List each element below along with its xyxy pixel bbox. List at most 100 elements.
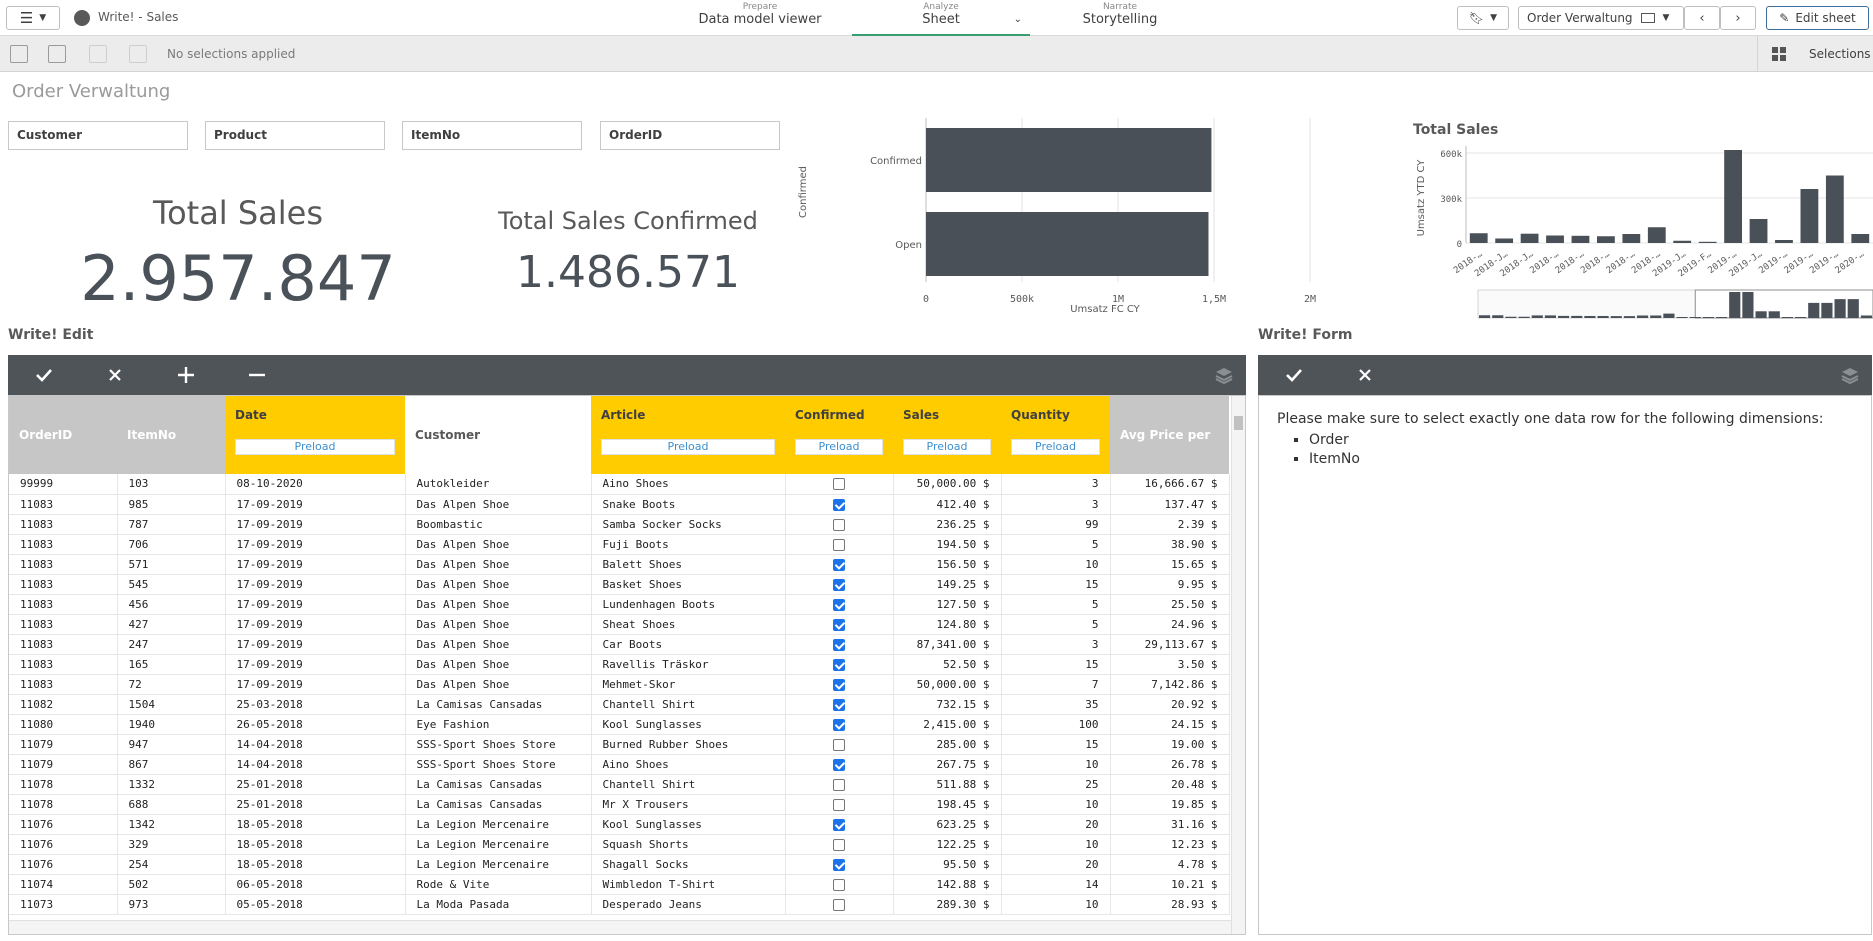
cell-customer[interactable]: La Legion Mercenaire [405,854,592,875]
cell-confirmed[interactable] [785,574,894,595]
cell-itemno[interactable]: 787 [117,514,226,535]
selections-tool-icon[interactable] [48,45,66,63]
cell-orderid[interactable]: 11073 [9,894,118,915]
cell-customer[interactable]: SSS-Sport Shoes Store [405,734,592,755]
cell-itemno[interactable]: 973 [117,894,226,915]
write-edit-table[interactable]: OrderID ItemNo Date Preload Customer Arti… [8,395,1246,935]
cell-quantity[interactable]: 7 [1001,674,1111,695]
cell-itemno[interactable]: 329 [117,834,226,855]
cell-date[interactable]: 17-09-2019 [225,534,406,555]
cell-avg[interactable]: 9.95 $ [1110,574,1230,595]
cell-confirmed[interactable] [785,894,894,915]
cell-article[interactable]: Mehmet-Skor [591,674,786,695]
cell-article[interactable]: Lundenhagen Boots [591,594,786,615]
cell-article[interactable]: Car Boots [591,634,786,655]
cell-customer[interactable]: La Legion Mercenaire [405,814,592,835]
checkbox-checked[interactable] [833,758,845,771]
table-row[interactable]: 11074 502 06-05-2018 Rode & Vite Wimbledon T… [9,874,1230,895]
column-header-quantity[interactable]: Quantity Preload [1001,396,1110,474]
checkbox-unchecked[interactable] [833,838,845,851]
cell-sales[interactable]: 732.15 $ [893,694,1002,715]
next-sheet-button[interactable]: › [1720,6,1756,30]
cell-article[interactable]: Burned Rubber Shoes [591,734,786,755]
checkbox-checked[interactable] [833,598,845,611]
cell-date[interactable]: 25-03-2018 [225,694,406,715]
cell-orderid[interactable]: 11083 [9,654,118,675]
cell-avg[interactable]: 15.65 $ [1110,554,1230,575]
cell-date[interactable]: 18-05-2018 [225,814,406,835]
checkbox-checked[interactable] [833,638,845,651]
cell-article[interactable]: Snake Boots [591,494,786,515]
cell-article[interactable]: Sheat Shoes [591,614,786,635]
table-row[interactable]: 11083 427 17-09-2019 Das Alpen Shoe Sheat Sh… [9,614,1230,635]
column-bar[interactable] [1469,233,1488,243]
cell-avg[interactable]: 26.78 $ [1110,754,1230,775]
confirmed-bar-chart[interactable]: 0 500k 1M 1,5M 2M Confirmed Open Confirmed Ums… [790,114,1335,320]
global-menu-button[interactable]: ☰ ▼ [6,6,60,30]
column-bar[interactable] [1724,150,1742,243]
table-row[interactable]: 99999 103 08-10-2020 Autokleider Aino Shoes 5… [9,474,1230,495]
cell-article[interactable]: Squash Shorts [591,834,786,855]
cell-confirmed[interactable] [785,474,894,495]
cell-itemno[interactable]: 1342 [117,814,226,835]
cell-confirmed[interactable] [785,534,894,555]
table-row[interactable]: 11083 787 17-09-2019 Boombastic Samba Socker… [9,514,1230,535]
checkbox-unchecked[interactable] [833,878,845,891]
smart-search-icon[interactable] [10,45,28,63]
cell-avg[interactable]: 20.92 $ [1110,694,1230,715]
cell-quantity[interactable]: 3 [1001,494,1111,515]
cell-avg[interactable]: 29,113.67 $ [1110,634,1230,655]
cell-customer[interactable]: Das Alpen Shoe [405,634,592,655]
preload-button-date[interactable]: Preload [235,439,395,455]
cell-confirmed[interactable] [785,694,894,715]
cell-customer[interactable]: La Legion Mercenaire [405,834,592,855]
table-row[interactable]: 11078 688 25-01-2018 La Camisas Cansadas Mr … [9,794,1230,815]
horizontal-scrollbar[interactable] [9,920,1231,934]
filter-product[interactable]: Product [205,121,385,150]
cell-orderid[interactable]: 11079 [9,734,118,755]
cell-article[interactable]: Ravellis Träskor [591,654,786,675]
cell-customer[interactable]: Das Alpen Shoe [405,574,592,595]
cell-date[interactable]: 17-09-2019 [225,594,406,615]
cell-confirmed[interactable] [785,794,894,815]
cell-date[interactable]: 17-09-2019 [225,574,406,595]
checkbox-checked[interactable] [833,818,845,831]
checkbox-checked[interactable] [833,558,845,571]
cell-sales[interactable]: 124.80 $ [893,614,1002,635]
column-bar[interactable] [1546,235,1564,244]
cell-confirmed[interactable] [785,614,894,635]
cell-itemno[interactable]: 867 [117,754,226,775]
scrollbar-thumb[interactable] [1234,416,1243,430]
cell-sales[interactable]: 198.45 $ [893,794,1002,815]
column-bar[interactable] [1775,240,1793,243]
column-bar[interactable] [1749,219,1768,243]
cell-avg[interactable]: 137.47 $ [1110,494,1230,515]
cell-itemno[interactable]: 1940 [117,714,226,735]
cell-article[interactable]: Wimbledon T-Shirt [591,874,786,895]
cell-orderid[interactable]: 11083 [9,574,118,595]
cell-date[interactable]: 14-04-2018 [225,734,406,755]
cell-avg[interactable]: 38.90 $ [1110,534,1230,555]
cell-date[interactable]: 17-09-2019 [225,514,406,535]
cell-date[interactable]: 18-05-2018 [225,854,406,875]
range-selection[interactable] [1694,289,1873,319]
cell-confirmed[interactable] [785,714,894,735]
cell-orderid[interactable]: 11083 [9,674,118,695]
cell-quantity[interactable]: 5 [1001,534,1111,555]
cell-avg[interactable]: 19.00 $ [1110,734,1230,755]
cell-itemno[interactable]: 571 [117,554,226,575]
cell-quantity[interactable]: 3 [1001,634,1111,655]
column-bar[interactable] [1647,227,1666,243]
checkbox-checked[interactable] [833,618,845,631]
bar-confirmed[interactable] [926,128,1212,192]
column-header-date[interactable]: Date Preload [225,396,405,474]
cell-avg[interactable]: 31.16 $ [1110,814,1230,835]
cell-article[interactable]: Kool Sunglasses [591,714,786,735]
cell-avg[interactable]: 28.93 $ [1110,894,1230,915]
table-row[interactable]: 11083 985 17-09-2019 Das Alpen Shoe Snake Bo… [9,494,1230,515]
cell-orderid[interactable]: 99999 [9,474,118,495]
table-row[interactable]: 11076 329 18-05-2018 La Legion Mercenaire Sq… [9,834,1230,855]
cell-confirmed[interactable] [785,834,894,855]
checkbox-unchecked[interactable] [833,798,845,811]
column-bar[interactable] [1698,241,1717,243]
